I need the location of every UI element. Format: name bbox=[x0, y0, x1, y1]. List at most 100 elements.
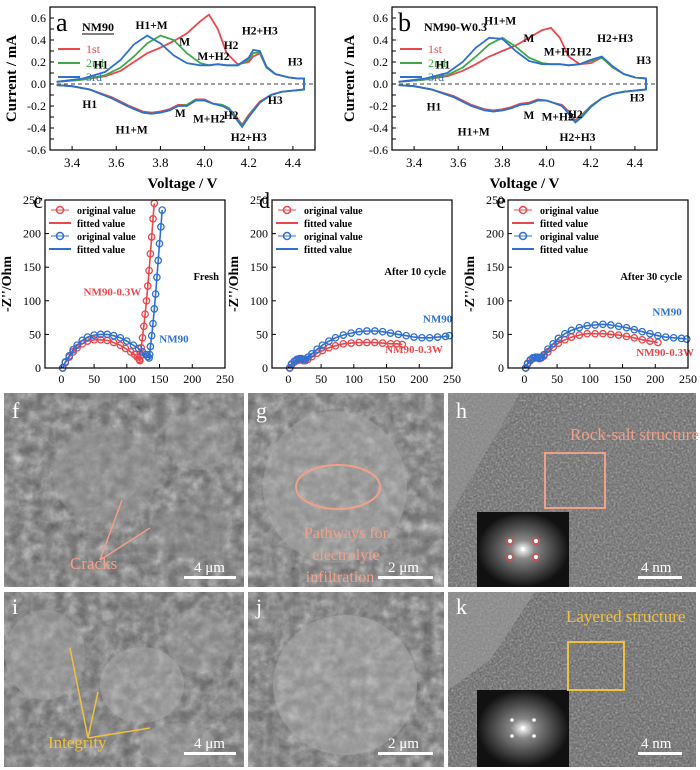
y-axis-label: Current / mA bbox=[342, 35, 358, 122]
data-point-NM90-0.3W bbox=[149, 214, 157, 223]
y-tick-label: 100 bbox=[486, 294, 504, 308]
peak-label: H3 bbox=[268, 95, 283, 107]
y-tick-label: 0.4 bbox=[373, 33, 388, 47]
cv-plot-a: 3.4 3.6 3.8 4.0 4.2 4.4 0.6 0.4 0.2 0.0 -0.2 -0.4 -0… bbox=[4, 6, 316, 192]
legend-label: original value bbox=[540, 206, 599, 217]
y-tick-label: 50 bbox=[492, 327, 504, 341]
y-tick-label: 150 bbox=[23, 260, 41, 274]
y-axis-label: -Z''/Ohm bbox=[227, 256, 242, 312]
peak-label: H1+M bbox=[136, 20, 168, 32]
scale-bar-g bbox=[378, 576, 433, 579]
y-tick-label: 100 bbox=[23, 294, 41, 308]
layered-label: Layered structure bbox=[566, 607, 685, 626]
data-point-NM90-0.3W bbox=[378, 339, 387, 347]
data-point-NM90 bbox=[575, 323, 584, 332]
x-tick-label: 3.4 bbox=[64, 155, 81, 170]
layered-box bbox=[567, 641, 625, 691]
data-point-NM90-0.3W bbox=[363, 338, 371, 347]
data-point-NM90-0.3W bbox=[575, 331, 584, 339]
pathway-label-3: infiltration bbox=[306, 569, 374, 586]
x-tick-label: 4.0 bbox=[538, 155, 554, 170]
x-tick-label: 50 bbox=[315, 372, 327, 386]
x-tick-label: 50 bbox=[551, 372, 563, 386]
peak-label: H1 bbox=[427, 101, 442, 113]
legend-marker-circle bbox=[55, 205, 65, 215]
y-tick-label: 150 bbox=[250, 260, 268, 274]
data-point-NM90 bbox=[583, 321, 592, 330]
x-tick-label: 3.4 bbox=[406, 155, 423, 170]
x-tick-label: 0 bbox=[521, 372, 527, 386]
data-point-NM90 bbox=[591, 321, 599, 329]
data-point-NM90-0.3W bbox=[138, 333, 147, 342]
sample-label-blue: NM90 bbox=[159, 333, 189, 345]
data-point-NM90 bbox=[109, 331, 118, 340]
data-point-NM90 bbox=[567, 326, 576, 335]
y-axis-label: -Z''/Ohm bbox=[0, 256, 15, 312]
peak-label: M+H2 bbox=[193, 114, 225, 126]
legend-label: fitted value bbox=[304, 245, 353, 256]
x-axis-label: Voltage / V bbox=[489, 176, 559, 192]
data-point-NM90 bbox=[654, 331, 662, 340]
scale-bar-i bbox=[184, 752, 236, 755]
data-point-NM90 bbox=[318, 341, 327, 350]
y-tick-label: 100 bbox=[250, 294, 268, 308]
peak-label: M bbox=[523, 110, 534, 122]
data-point-NM90-0.3W bbox=[136, 356, 144, 365]
peak-label: M bbox=[175, 108, 186, 120]
scale-bar-h bbox=[638, 576, 682, 579]
x-tick-label: 200 bbox=[183, 372, 201, 386]
y-tick-label: 0 bbox=[35, 361, 41, 375]
eis-plot-c: 0 50 100 150 200 250 0 50 100 150 200 250 original v… bbox=[0, 188, 234, 412]
y-tick-label: 200 bbox=[23, 227, 41, 241]
data-point-NM90 bbox=[677, 334, 686, 343]
crack-arrow bbox=[99, 499, 123, 561]
data-point-NM90-0.3W bbox=[599, 329, 607, 338]
data-point-NM90 bbox=[146, 342, 155, 351]
y-tick-label: -0.2 bbox=[369, 99, 388, 113]
legend-label: fitted value bbox=[77, 245, 126, 256]
panel-letter-k: k bbox=[456, 594, 467, 619]
scale-label-k: 4 nm bbox=[641, 736, 672, 752]
scale-bar-f bbox=[184, 576, 236, 579]
data-point-NM90 bbox=[370, 327, 379, 335]
x-tick-label: 200 bbox=[410, 372, 428, 386]
legend-marker-circle bbox=[55, 231, 65, 241]
integrity-arrow bbox=[87, 727, 151, 739]
data-point-NM90-0.3W bbox=[554, 339, 563, 347]
data-point-NM90-0.3W bbox=[591, 329, 599, 338]
x-tick-label: 0 bbox=[58, 372, 64, 386]
data-point-NM90 bbox=[410, 333, 418, 341]
data-point-NM90-0.3W bbox=[347, 339, 356, 347]
plot-frame bbox=[391, 6, 658, 151]
data-point-NM90 bbox=[638, 327, 647, 336]
y-tick-label: 50 bbox=[29, 327, 41, 341]
peak-label: H3 bbox=[288, 56, 303, 68]
data-point-NM90 bbox=[402, 331, 411, 340]
peak-label: H2+H3 bbox=[597, 33, 633, 45]
data-point-NM90-0.3W bbox=[393, 339, 401, 348]
peak-label: M+H2 bbox=[197, 51, 229, 63]
data-point-NM90 bbox=[355, 327, 363, 336]
data-point-NM90 bbox=[151, 290, 160, 298]
panel-letter-f: f bbox=[12, 398, 20, 423]
peak-label: H2 bbox=[224, 110, 239, 122]
plot-frame bbox=[507, 199, 689, 369]
scale-label-g: 2 μm bbox=[388, 560, 419, 576]
data-point-NM90-0.3W bbox=[638, 335, 647, 344]
cv-plot-b: 3.4 3.6 3.8 4.0 4.2 4.4 0.6 0.4 0.2 0.0 -0.2 -0.4 -0… bbox=[342, 6, 658, 192]
data-point-NM90 bbox=[145, 354, 153, 362]
integrity-arrow bbox=[87, 691, 99, 739]
legend-label-1st: 1st bbox=[86, 42, 101, 56]
data-point-NM90 bbox=[65, 352, 74, 360]
y-tick-label: 0.0 bbox=[373, 77, 388, 91]
data-point-NM90 bbox=[83, 333, 92, 341]
crack-arrow bbox=[99, 527, 151, 561]
sample-label-red: NM90-0.3W bbox=[636, 347, 694, 359]
legend-label: original value bbox=[304, 232, 363, 243]
condition-label: After 30 cycle bbox=[620, 272, 682, 283]
data-point-NM90 bbox=[147, 331, 156, 340]
x-tick-label: 4.4 bbox=[285, 155, 302, 170]
scale-label-j: 2 μm bbox=[388, 736, 419, 752]
data-point-NM90-0.3W bbox=[318, 346, 327, 355]
y-tick-label: -0.4 bbox=[369, 121, 388, 135]
